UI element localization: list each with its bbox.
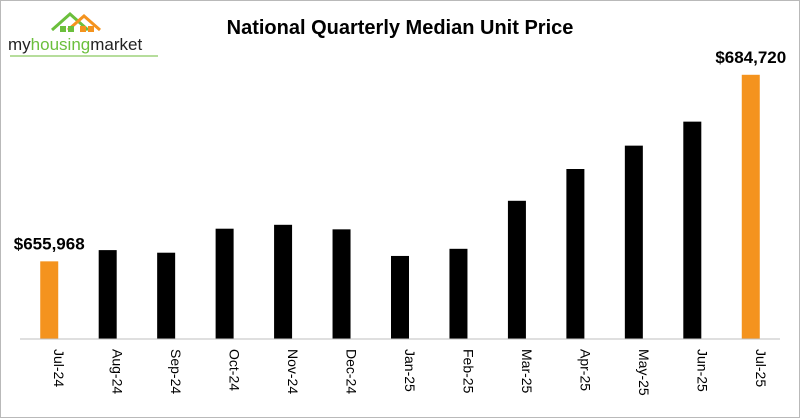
x-tick-label: Apr-25 xyxy=(577,349,593,391)
bar-sep-24 xyxy=(157,252,176,339)
bar-jul-25 xyxy=(741,74,760,339)
bar-jan-25 xyxy=(391,255,409,339)
bar-dec-24 xyxy=(332,229,351,339)
x-tick-label: Mar-25 xyxy=(519,349,535,394)
bar-jun-25 xyxy=(683,121,702,340)
x-tick-label: Jul-25 xyxy=(753,349,769,387)
bar-jul-24 xyxy=(40,261,59,339)
brand-logo: myhousingmarket xyxy=(8,11,158,57)
x-tick-label: Jun-25 xyxy=(694,349,710,392)
x-tick-label: Nov-24 xyxy=(285,349,301,394)
data-label-jul-24: $655,968 xyxy=(14,234,85,253)
bar-nov-24 xyxy=(274,224,293,339)
bar-mar-25 xyxy=(507,200,526,339)
house-icon xyxy=(51,11,101,32)
x-tick-label: Dec-24 xyxy=(344,349,360,394)
x-tick-label: Jan-25 xyxy=(402,349,418,392)
x-tick-label: Sep-24 xyxy=(168,349,184,394)
x-tick-label: Aug-24 xyxy=(110,349,126,394)
bar-may-25 xyxy=(624,145,643,339)
x-tick-label: Feb-25 xyxy=(460,349,476,394)
x-tick-label: Jul-24 xyxy=(51,349,67,387)
bar-oct-24 xyxy=(215,228,234,339)
logo-wordmark: myhousingmarket xyxy=(8,35,142,54)
x-tick-label: May-25 xyxy=(636,349,652,396)
bar-apr-25 xyxy=(566,169,585,339)
chart-title: National Quarterly Median Unit Price xyxy=(226,17,574,39)
bar-feb-25 xyxy=(449,248,468,339)
data-label-jul-25: $684,720 xyxy=(715,48,786,67)
bar-aug-24 xyxy=(98,250,117,339)
x-tick-label: Oct-24 xyxy=(227,349,243,391)
